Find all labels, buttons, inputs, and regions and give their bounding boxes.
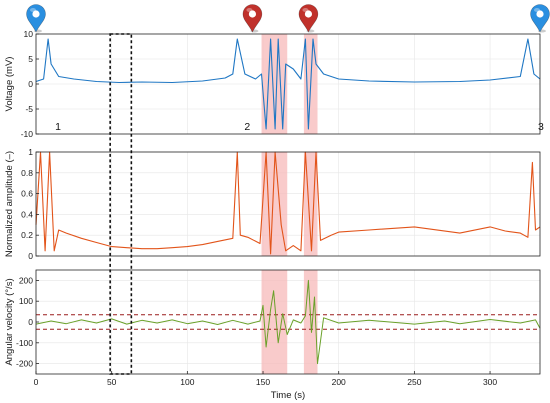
y-tick-label: 0.2 [21,230,33,240]
panel-voltage: -10 -5 0 5 10 1 2 3 Voltage (mV) [4,29,544,139]
y-tick-label: -100 [16,338,33,348]
x-tick-label: 250 [407,377,421,387]
y-tick-label: 1 [28,147,33,157]
x-tick-label: 300 [483,377,497,387]
grid-angular [35,270,540,374]
x-tick-label: 100 [180,377,194,387]
y-tick-label: -200 [16,359,33,369]
event-markers: 1 2 3 [55,121,544,133]
x-tick-label: 200 [332,377,346,387]
map-pin-red-icon [298,4,319,33]
y-axis-label-voltage: Voltage (mV) [4,57,15,112]
series-voltage [35,38,541,130]
y-tick-label: -10 [21,129,34,139]
y-tick-label: 0.4 [21,209,33,219]
pin-gloss [534,8,540,12]
pin-center [536,10,544,18]
map-pin-blue-icon [530,4,550,33]
pin-center [32,10,40,18]
y-tick-label: 100 [19,296,33,306]
pin-gloss [30,8,36,12]
pin-center [304,10,313,18]
plot-area-amplitude [36,152,540,256]
location-pins [26,4,550,33]
y-tick-label: -5 [25,104,33,114]
pin-gloss [246,8,253,12]
panel-amplitude: 0 0.2 0.4 0.6 0.8 1 Normalized amplitude (–) [4,147,541,261]
y-tick-label: 10 [24,29,34,39]
y-tick-label: 0 [28,317,33,327]
window-box [109,33,133,375]
pin-gloss [302,8,309,12]
series-angular [35,279,541,365]
y-tick-label: 0 [28,251,33,261]
event-marker-label: 2 [244,121,250,133]
y-axis-label-angular: Angular velocity (°/s) [4,278,15,365]
map-pin-red-icon [242,4,263,33]
highlight-region [261,270,288,374]
series-line-angular [35,279,541,365]
event-marker-label: 1 [55,121,61,133]
x-axis-label: Time (s) [271,390,305,401]
map-pin-blue-icon [26,4,46,33]
y-axis-label-amplitude: Normalized amplitude (–) [4,151,15,257]
x-tick-label: 0 [34,377,39,387]
axes-frame-voltage [35,33,541,135]
x-tick-label: 150 [256,377,270,387]
y-tick-label: 200 [19,275,33,285]
y-ticks-angular: -200 -100 0 100 200 [16,275,39,369]
axes-frame-amplitude [35,151,541,257]
x-tick-label: 50 [107,377,117,387]
y-tick-label: 0.6 [21,189,33,199]
y-tick-label: 5 [28,54,33,64]
y-tick-label: 0 [28,79,33,89]
event-marker-label: 3 [538,121,544,133]
threshold-lines [36,314,540,330]
axes-frame-angular [35,269,541,375]
pin-center [248,10,257,18]
panel-angular: -200 -100 0 100 200 0 50 100 150 200 250 300 Angul… [4,269,541,401]
series-line-voltage [35,38,541,130]
y-tick-label: 0.8 [21,168,33,178]
